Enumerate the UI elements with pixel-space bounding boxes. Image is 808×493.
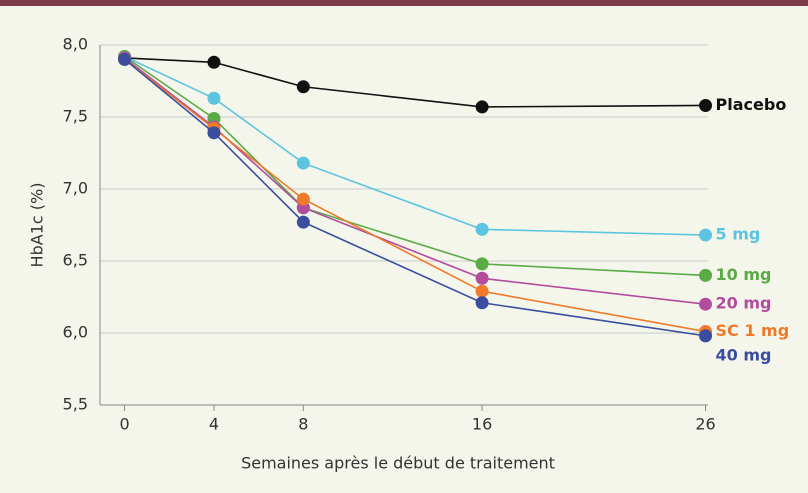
y-tick-label: 8,0 [63, 35, 88, 54]
data-point [296, 80, 310, 94]
series-label: SC 1 mg [716, 321, 790, 340]
y-tick-label: 6,0 [63, 323, 88, 342]
data-point [475, 257, 489, 271]
data-point [475, 284, 489, 298]
y-tick-label: 7,5 [63, 107, 88, 126]
data-point [118, 52, 132, 66]
top-border [0, 0, 808, 6]
y-tick-label: 7,0 [63, 179, 88, 198]
series-label: 20 mg [716, 294, 772, 313]
y-tick-label: 5,5 [63, 395, 88, 414]
data-point [699, 228, 713, 242]
data-point [296, 215, 310, 229]
data-point [475, 222, 489, 236]
data-point [207, 91, 221, 105]
series-label: 40 mg [716, 345, 772, 364]
data-point [699, 268, 713, 282]
data-point [207, 126, 221, 140]
data-point [296, 156, 310, 170]
data-point [296, 192, 310, 206]
series-label: 5 mg [716, 225, 761, 244]
x-axis-label: Semaines après le début de traitement [241, 454, 555, 473]
x-tick-label: 16 [472, 415, 492, 434]
x-tick-label: 8 [298, 415, 308, 434]
data-point [475, 296, 489, 310]
series-label: Placebo [716, 95, 787, 114]
data-point [699, 329, 713, 343]
x-tick-label: 0 [119, 415, 129, 434]
data-point [475, 271, 489, 285]
series-label: 10 mg [716, 265, 772, 284]
data-point [207, 55, 221, 69]
y-axis-label: HbA1c (%) [28, 183, 47, 268]
x-tick-label: 26 [695, 415, 715, 434]
data-point [475, 100, 489, 114]
y-tick-label: 6,5 [63, 251, 88, 270]
data-point [699, 98, 713, 112]
x-tick-label: 4 [209, 415, 219, 434]
data-point [699, 297, 713, 311]
